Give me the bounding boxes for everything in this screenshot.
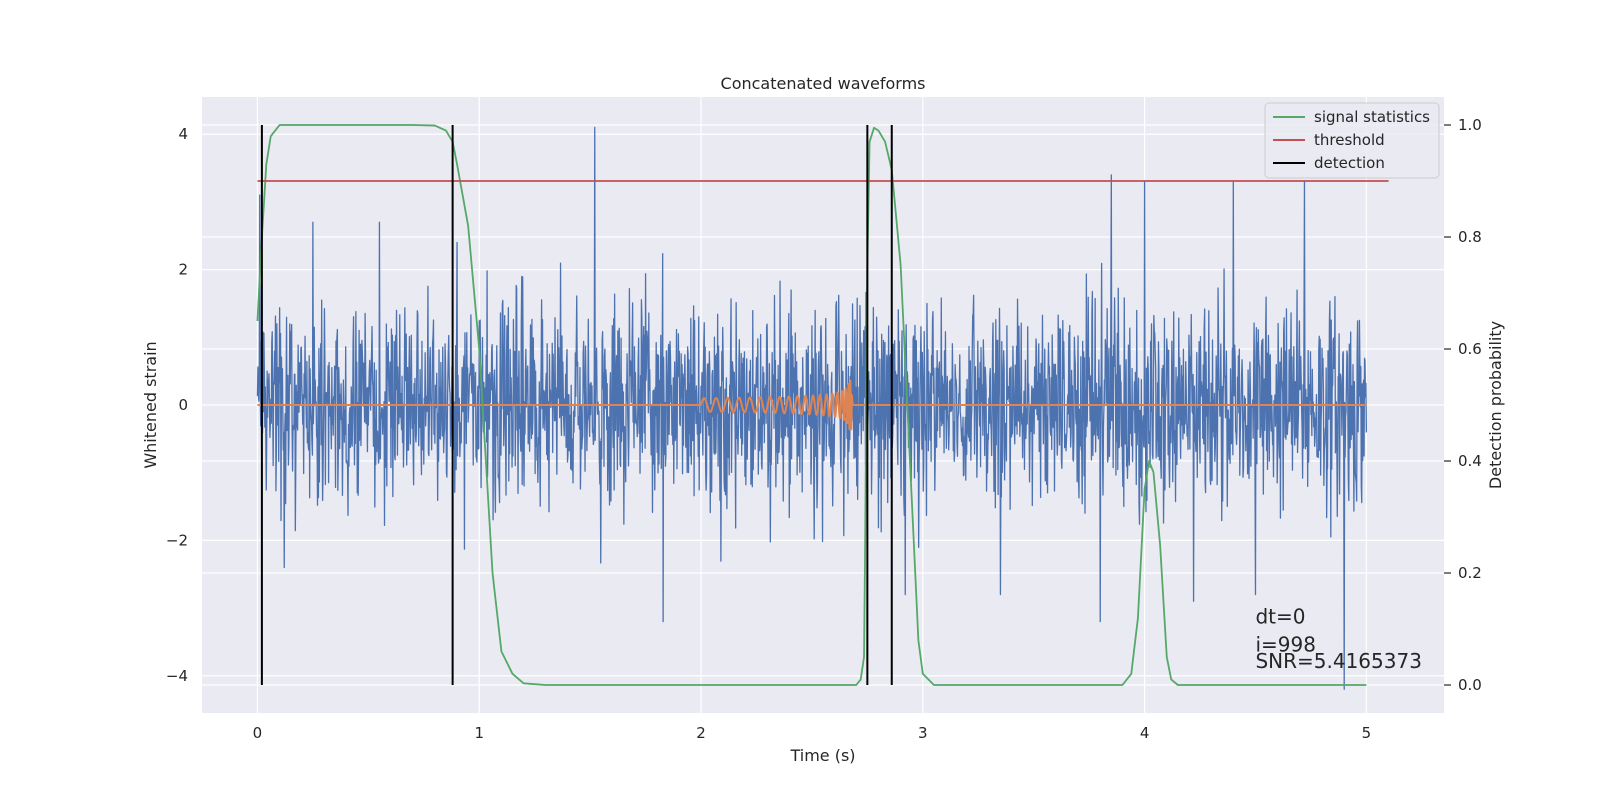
y-tick-label: 4 (178, 125, 188, 143)
y-axis-label: Whitened strain (141, 341, 160, 468)
axis-ticks: 0 1 2 3 4 5 −4 −2 0 2 4 0.0 0.2 0.4 0.6 0.8 1.0 (166, 116, 1482, 742)
signal-statistics-line (256, 124, 1367, 686)
data-series-group (256, 124, 1389, 690)
legend: signal statistics threshold detection (1264, 102, 1440, 179)
y2-tick-label: 0.2 (1458, 564, 1482, 582)
y-tick-label: 0 (178, 396, 188, 414)
legend-box (1264, 102, 1440, 179)
x-tick-label: 4 (1140, 724, 1150, 742)
annotation-text: dt=0 (1255, 604, 1305, 628)
x-axis-label: Time (s) (789, 746, 855, 765)
x-tick-label: 3 (918, 724, 928, 742)
chirp-series-line (257, 379, 1367, 431)
legend-label: detection (1314, 154, 1385, 172)
x-tick-label: 2 (696, 724, 706, 742)
annotation-text: SNR=5.4165373 (1255, 649, 1421, 673)
y-tick-label: 2 (178, 261, 188, 279)
y2-tick-label: 1.0 (1458, 116, 1482, 134)
x-tick-label: 5 (1362, 724, 1372, 742)
y-tick-label: −4 (166, 667, 188, 685)
x-tick-label: 0 (253, 724, 263, 742)
strain-series-line (256, 126, 1368, 690)
legend-label: threshold (1314, 131, 1385, 149)
x-tick-label: 1 (474, 724, 484, 742)
y2-tick-label: 0.8 (1458, 228, 1482, 246)
annotation-text: i=998 (1255, 632, 1316, 656)
y2-tick-label: 0.4 (1458, 452, 1482, 470)
y2-tick-label: 0.6 (1458, 340, 1482, 358)
legend-label: signal statistics (1314, 108, 1430, 126)
y2-tick-label: 0.0 (1458, 676, 1482, 694)
y-tick-label: −2 (166, 531, 188, 549)
y2-axis-label: Detection probability (1486, 321, 1505, 489)
chart-title: Concatenated waveforms (721, 74, 926, 93)
